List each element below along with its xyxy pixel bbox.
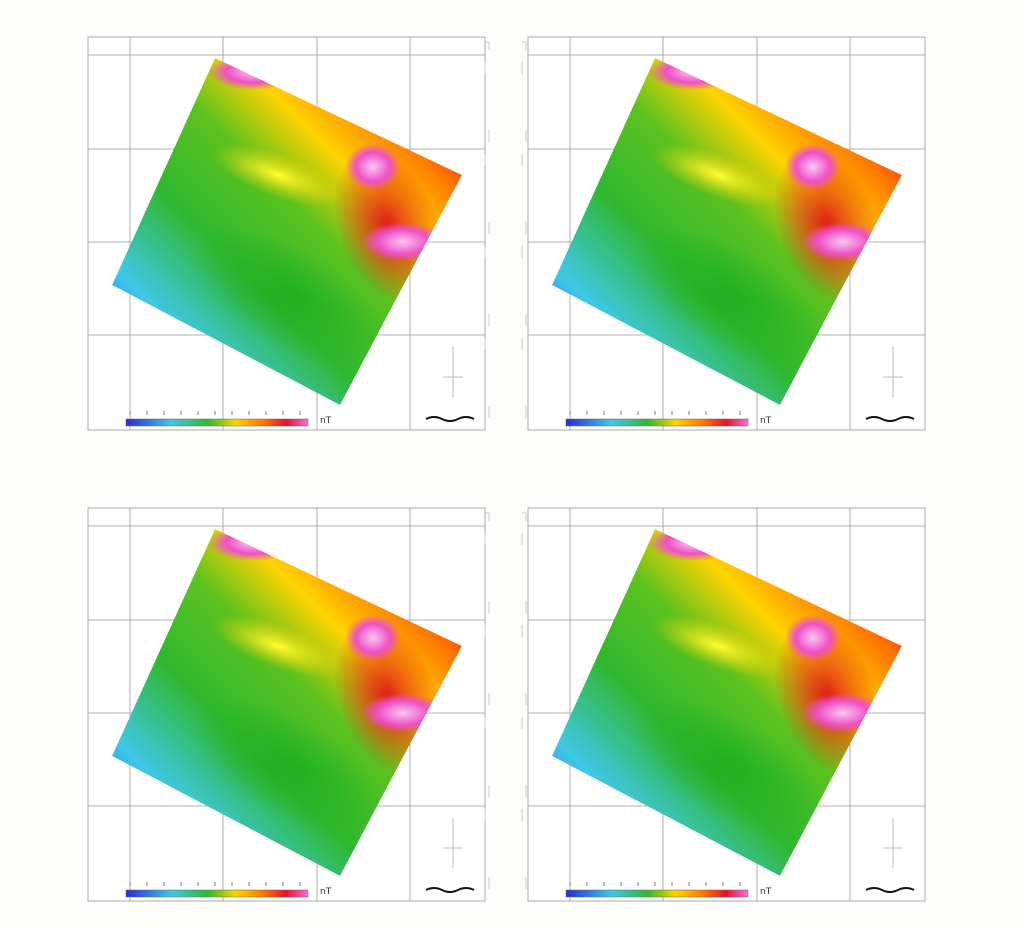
legend-unit: nT (320, 887, 332, 897)
yellow-high (651, 143, 785, 207)
color-scale (125, 418, 309, 427)
scale-bar (865, 887, 915, 893)
legend-unit: nT (760, 887, 772, 897)
map-panel: nT (521, 36, 926, 431)
legend-unit: nT (760, 416, 772, 426)
edge-marks (521, 512, 527, 894)
edge-marks (484, 512, 490, 894)
scale-bar (425, 416, 475, 422)
color-scale (125, 889, 309, 898)
map-panel: nT (87, 36, 490, 431)
green-band (189, 698, 387, 838)
color-scale (565, 418, 749, 427)
pink-high (785, 614, 841, 662)
map-panel: nT (87, 507, 490, 902)
green-band (629, 698, 827, 838)
scale-bar (425, 887, 475, 893)
yellow-high (211, 614, 345, 678)
yellow-high (651, 614, 785, 678)
green-band (629, 227, 827, 367)
yellow-high (211, 143, 345, 207)
pink-high (785, 143, 841, 191)
edge-marks (521, 41, 527, 423)
edge-marks (484, 41, 490, 423)
pink-high (345, 614, 401, 662)
color-scale (565, 889, 749, 898)
legend-unit: nT (320, 416, 332, 426)
scale-bar (865, 416, 915, 422)
pink-high (345, 143, 401, 191)
green-band (189, 227, 387, 367)
map-panel: nT (521, 507, 926, 902)
